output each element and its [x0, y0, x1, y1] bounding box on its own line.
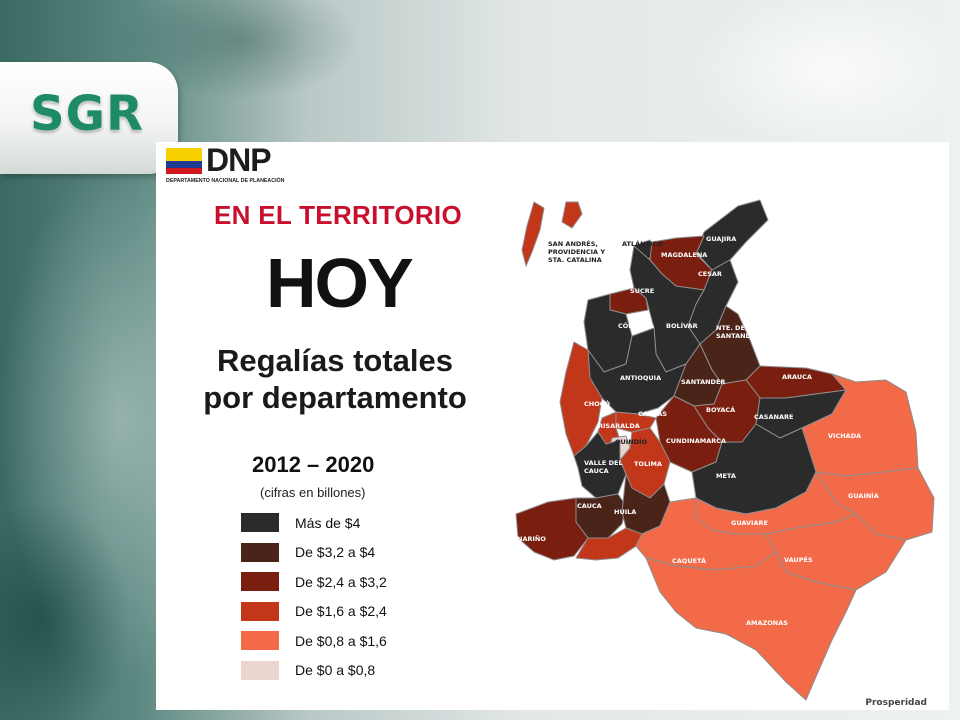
department-label: META	[716, 472, 736, 480]
big-title: HOY	[266, 244, 414, 322]
department-san-andres-providencia-y-sta-catalina	[521, 201, 545, 267]
slide-header-title: SGR	[30, 86, 144, 142]
legend-swatch	[241, 660, 279, 680]
department-label: BOLÍVAR	[666, 321, 698, 330]
department-label: VICHADA	[828, 432, 861, 440]
department-label: NARIÑO	[517, 534, 546, 543]
legend-label: De $0 a $0,8	[295, 662, 376, 679]
department-label: PUTUMAYO	[593, 559, 634, 567]
department-label: SAN ANDRÉS, PROVIDENCIA Y STA. CATALINA	[548, 239, 605, 264]
legend-label: De $3,2 a $4	[295, 544, 376, 561]
legend-swatch	[241, 631, 279, 651]
colombia-flag-icon	[166, 148, 202, 174]
period-label: 2012 – 2020	[252, 452, 375, 477]
department-amazonas	[645, 551, 857, 701]
department-label: AMAZONAS	[746, 619, 788, 627]
department-label: SUCRE	[630, 287, 654, 295]
map-subtitle: Regalías totales por departamento	[203, 343, 467, 416]
department-label: CHOCÓ	[584, 399, 611, 408]
colombia-map: SAN ANDRÉS, PROVIDENCIA Y STA. CATALINA ATL…	[515, 199, 935, 701]
legend-label: Más de $4	[295, 514, 361, 531]
dnp-logo: DNP DEPARTAMENTO NACIONAL DE PLANEACIÓN	[166, 142, 306, 190]
legend-item: De $0,8 a $1,6	[241, 626, 387, 656]
title-tab	[0, 62, 178, 174]
section-title: EN EL TERRITORIO	[214, 200, 462, 230]
map-legend: Más de $4 De $3,2 a $4 De $2,4 a $3,2 De…	[241, 508, 387, 685]
department-label: GUAVIARE	[731, 519, 768, 527]
department-label: VALLE DEL CAUCA	[584, 459, 623, 475]
legend-label: De $2,4 a $3,2	[295, 573, 387, 590]
department-guajira	[695, 199, 769, 271]
department-label: GUAJIRA	[706, 235, 736, 243]
department-label: QUINDÍO	[615, 437, 647, 446]
department-label: SANTANDER	[681, 378, 725, 386]
legend-swatch	[241, 513, 279, 533]
department-label: CAUCA	[577, 502, 602, 510]
department-label: RISARALDA	[598, 422, 640, 430]
department-label: CAQUETÁ	[672, 556, 706, 565]
legend-item: De $3,2 a $4	[241, 538, 387, 568]
department-label: CUNDINAMARCA	[666, 437, 726, 445]
legend-swatch	[241, 572, 279, 592]
legend-item: Más de $4	[241, 508, 387, 538]
units-label: (cifras en billones)	[260, 485, 366, 500]
department-label: NTE. DE SANTANDER	[716, 324, 760, 340]
department-label: ARAUCA	[782, 373, 812, 381]
department-label: CESAR	[698, 270, 722, 278]
prosperidad-logo: Prosperidad	[865, 698, 927, 708]
department-label: CASANARE	[754, 413, 793, 421]
logo-word: DNP	[206, 142, 272, 178]
department-label: GUAINÍA	[848, 491, 879, 500]
department-label: CÓRDOBA	[618, 321, 654, 330]
legend-swatch	[241, 542, 279, 562]
legend-label: De $1,6 a $2,4	[295, 603, 387, 620]
department-label: VAUPÉS	[784, 555, 813, 564]
legend-item: De $0 a $0,8	[241, 656, 387, 686]
department-san-andres-providencia-y-sta-catalina	[561, 201, 583, 229]
department-label: CALDAS	[638, 410, 667, 418]
department-label: BOYACÁ	[706, 405, 735, 414]
department-narino	[515, 497, 589, 561]
department-label: ANTIOQUIA	[620, 374, 661, 382]
department-label: TOLIMA	[634, 460, 662, 468]
legend-swatch	[241, 601, 279, 621]
logo-subtitle: DEPARTAMENTO NACIONAL DE PLANEACIÓN	[166, 178, 285, 184]
department-label: ATLÁNTICO	[622, 239, 663, 248]
slide-content: DNP DEPARTAMENTO NACIONAL DE PLANEACIÓN …	[156, 142, 949, 710]
legend-label: De $0,8 a $1,6	[295, 632, 387, 649]
legend-item: De $1,6 a $2,4	[241, 597, 387, 627]
department-label: MAGDALENA	[661, 251, 707, 259]
legend-item: De $2,4 a $3,2	[241, 567, 387, 597]
department-label: HUILA	[614, 508, 636, 516]
